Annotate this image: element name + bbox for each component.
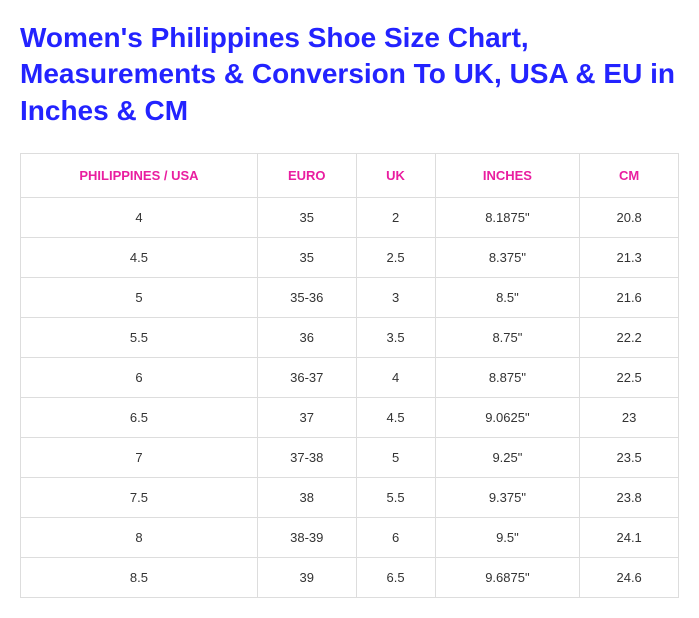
table-cell: 35 (257, 238, 356, 278)
table-cell: 2.5 (356, 238, 435, 278)
table-cell: 38 (257, 478, 356, 518)
table-cell: 9.6875" (435, 558, 580, 598)
table-cell: 9.25" (435, 438, 580, 478)
table-cell: 5 (356, 438, 435, 478)
table-row: 6.5374.59.0625"23 (21, 398, 679, 438)
table-cell: 35 (257, 198, 356, 238)
table-row: 838-3969.5"24.1 (21, 518, 679, 558)
table-cell: 8.1875" (435, 198, 580, 238)
table-header-row: PHILIPPINES / USAEUROUKINCHESCM (21, 154, 679, 198)
table-cell: 8.375" (435, 238, 580, 278)
table-cell: 24.1 (580, 518, 679, 558)
table-cell: 5.5 (21, 318, 258, 358)
table-cell: 38-39 (257, 518, 356, 558)
table-cell: 8.5 (21, 558, 258, 598)
table-header-cell: INCHES (435, 154, 580, 198)
table-cell: 39 (257, 558, 356, 598)
table-row: 4.5352.58.375"21.3 (21, 238, 679, 278)
table-cell: 21.3 (580, 238, 679, 278)
table-cell: 21.6 (580, 278, 679, 318)
table-cell: 22.2 (580, 318, 679, 358)
table-cell: 36-37 (257, 358, 356, 398)
table-cell: 4.5 (21, 238, 258, 278)
table-cell: 36 (257, 318, 356, 358)
table-cell: 9.375" (435, 478, 580, 518)
table-header-cell: EURO (257, 154, 356, 198)
table-cell: 9.5" (435, 518, 580, 558)
table-header-cell: PHILIPPINES / USA (21, 154, 258, 198)
table-row: 8.5396.59.6875"24.6 (21, 558, 679, 598)
table-cell: 4 (356, 358, 435, 398)
table-row: 636-3748.875"22.5 (21, 358, 679, 398)
table-cell: 6 (356, 518, 435, 558)
table-cell: 6.5 (21, 398, 258, 438)
table-cell: 8 (21, 518, 258, 558)
table-cell: 3 (356, 278, 435, 318)
table-cell: 20.8 (580, 198, 679, 238)
table-cell: 23.8 (580, 478, 679, 518)
table-row: 5.5363.58.75"22.2 (21, 318, 679, 358)
table-cell: 37-38 (257, 438, 356, 478)
table-cell: 22.5 (580, 358, 679, 398)
table-cell: 37 (257, 398, 356, 438)
table-cell: 4 (21, 198, 258, 238)
table-cell: 24.6 (580, 558, 679, 598)
table-cell: 6 (21, 358, 258, 398)
table-cell: 5.5 (356, 478, 435, 518)
table-cell: 6.5 (356, 558, 435, 598)
size-chart-table: PHILIPPINES / USAEUROUKINCHESCM 43528.18… (20, 153, 679, 598)
table-cell: 3.5 (356, 318, 435, 358)
table-cell: 23.5 (580, 438, 679, 478)
table-cell: 8.5" (435, 278, 580, 318)
table-cell: 9.0625" (435, 398, 580, 438)
table-cell: 2 (356, 198, 435, 238)
table-cell: 7 (21, 438, 258, 478)
table-cell: 4.5 (356, 398, 435, 438)
table-header-cell: UK (356, 154, 435, 198)
table-cell: 8.75" (435, 318, 580, 358)
table-cell: 5 (21, 278, 258, 318)
table-row: 535-3638.5"21.6 (21, 278, 679, 318)
table-row: 737-3859.25"23.5 (21, 438, 679, 478)
table-row: 7.5385.59.375"23.8 (21, 478, 679, 518)
table-cell: 35-36 (257, 278, 356, 318)
table-cell: 7.5 (21, 478, 258, 518)
table-header-cell: CM (580, 154, 679, 198)
table-cell: 8.875" (435, 358, 580, 398)
table-row: 43528.1875"20.8 (21, 198, 679, 238)
table-cell: 23 (580, 398, 679, 438)
page-title: Women's Philippines Shoe Size Chart, Mea… (20, 20, 679, 129)
